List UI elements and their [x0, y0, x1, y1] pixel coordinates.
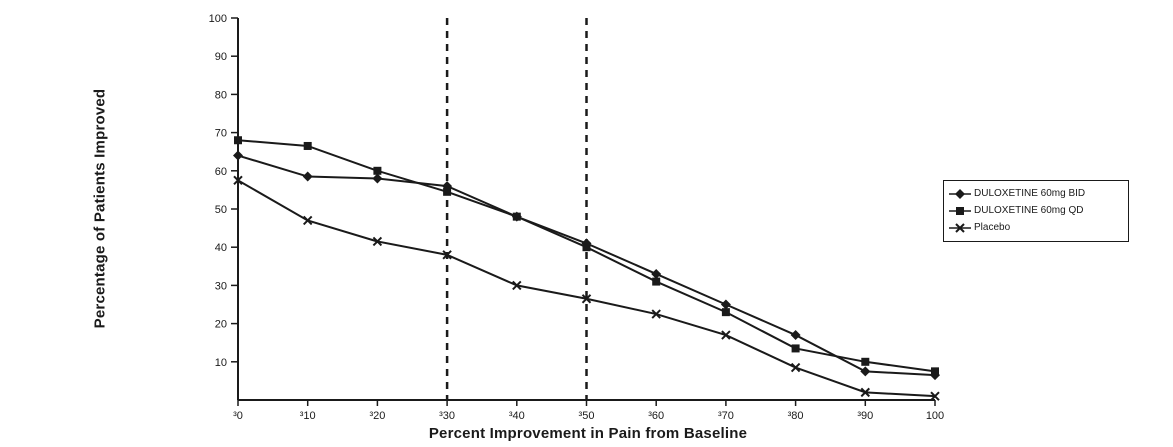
diamond-marker-icon	[949, 188, 971, 199]
series-duloxetine-60mg-qd	[234, 136, 939, 376]
svg-text:³70: ³70	[718, 410, 734, 422]
svg-text:³20: ³20	[369, 410, 385, 422]
svg-text:³10: ³10	[300, 410, 316, 422]
legend-label: Placebo	[974, 222, 1011, 233]
legend-label: DULOXETINE 60mg BID	[974, 188, 1086, 199]
y-axis-title: Percentage of Patients Improved	[91, 88, 109, 329]
svg-text:90: 90	[215, 51, 227, 63]
legend-item-duloxetine-bid: DULOXETINE 60mg BID	[949, 185, 1123, 202]
x-axis-title: Percent Improvement in Pain from Baselin…	[428, 425, 748, 442]
svg-text:100: 100	[926, 410, 944, 422]
svg-text:80: 80	[215, 89, 227, 101]
y-axis-ticks: 10 20 30 40 50 60 70 80 90 100	[209, 13, 238, 369]
svg-text:60: 60	[215, 166, 227, 178]
x-marker-icon	[949, 222, 971, 233]
svg-text:³0: ³0	[233, 410, 243, 422]
square-marker-icon	[949, 206, 971, 215]
svg-text:20: 20	[215, 319, 227, 331]
legend-item-duloxetine-qd: DULOXETINE 60mg QD	[949, 202, 1123, 219]
svg-text:³30: ³30	[439, 410, 455, 422]
svg-text:40: 40	[215, 242, 227, 254]
svg-text:10: 10	[215, 357, 227, 369]
series-placebo	[233, 175, 940, 401]
legend: DULOXETINE 60mg BID DULOXETINE 60mg QD P…	[943, 180, 1129, 242]
svg-text:³80: ³80	[788, 410, 804, 422]
reference-lines	[445, 18, 588, 400]
svg-text:³40: ³40	[509, 410, 525, 422]
svg-text:³50: ³50	[579, 410, 595, 422]
svg-text:30: 30	[215, 280, 227, 292]
svg-text:³90: ³90	[857, 410, 873, 422]
svg-text:50: 50	[215, 204, 227, 216]
svg-text:70: 70	[215, 128, 227, 140]
svg-text:³60: ³60	[648, 410, 664, 422]
x-axis-ticks: ³0 ³10 ³20 ³30 ³40 ³50 ³60 ³70 ³80 ³90 100	[233, 400, 944, 422]
legend-label: DULOXETINE 60mg QD	[974, 205, 1084, 216]
svg-text:100: 100	[209, 13, 227, 25]
legend-item-placebo: Placebo	[949, 219, 1123, 236]
